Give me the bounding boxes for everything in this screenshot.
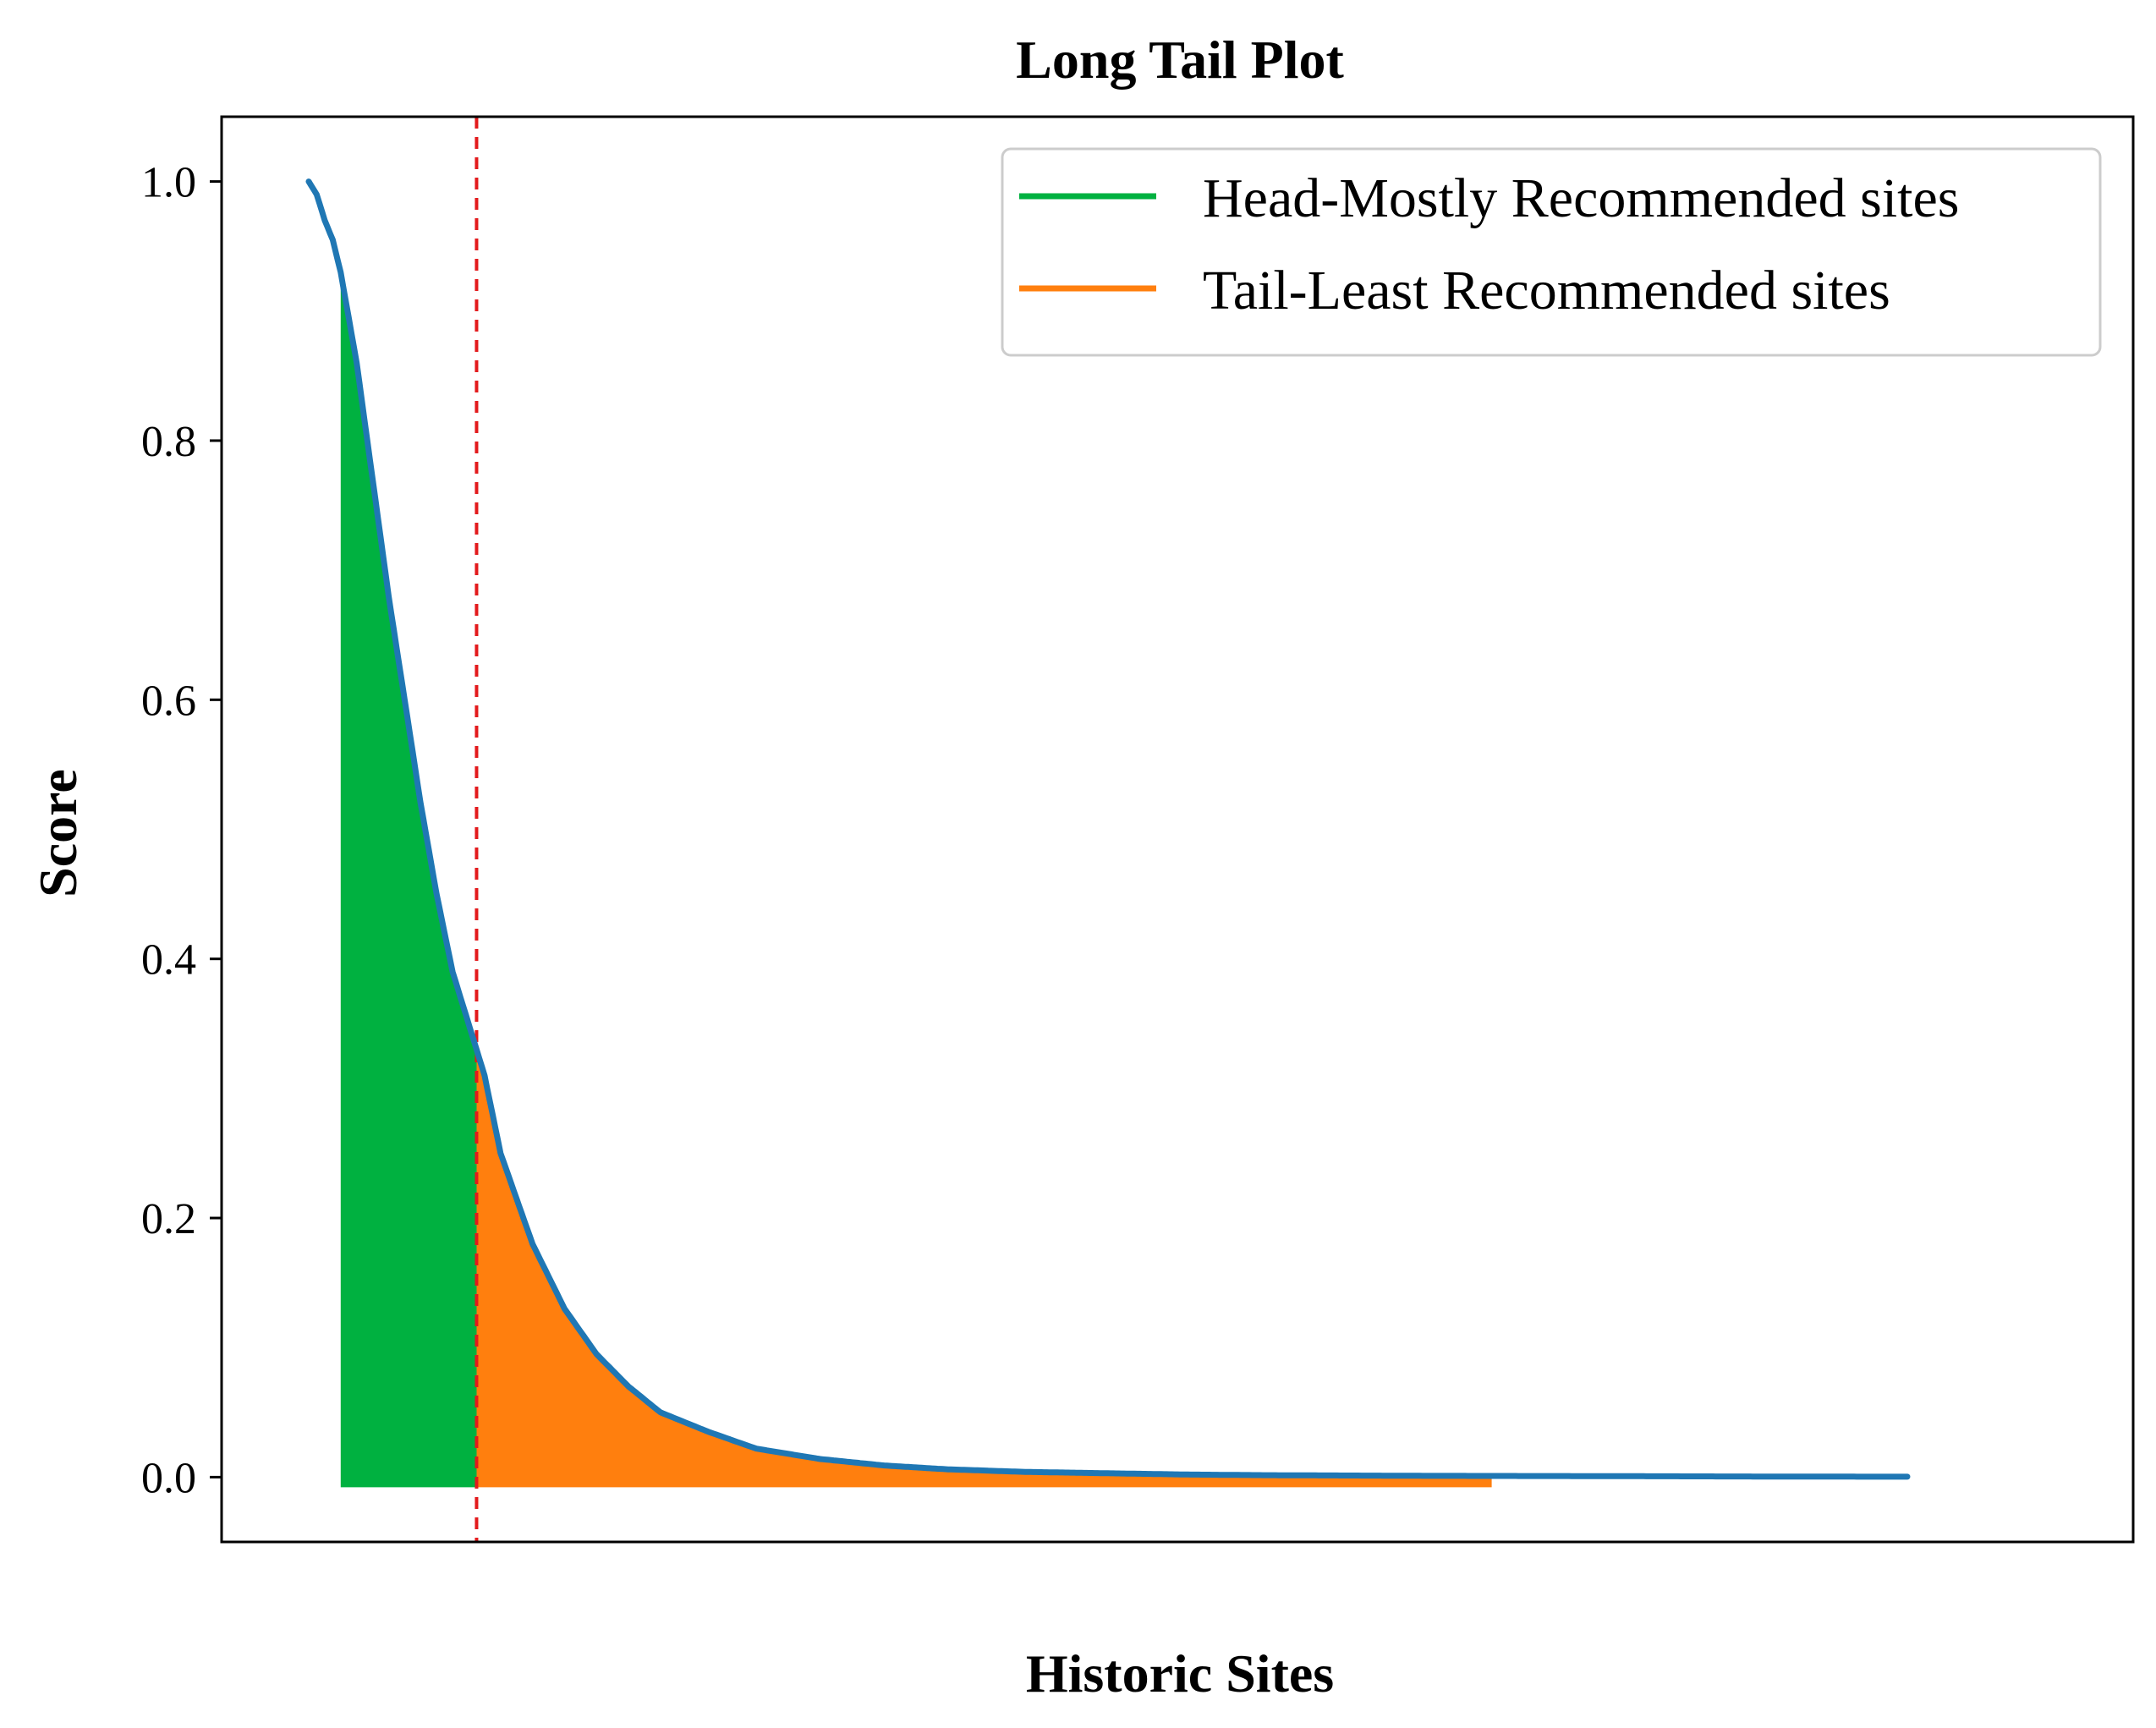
area-tail — [476, 1049, 1492, 1488]
score-curve — [305, 178, 1911, 1480]
area-head — [340, 272, 477, 1488]
y-axis-ticks: 0.0 0.2 0.4 0.6 0.8 1.0 — [141, 159, 222, 1502]
legend-label-head: Head-Mostly Recommended sites — [1203, 167, 1959, 229]
y-tick-label: 0.8 — [141, 418, 196, 466]
y-tick-label: 0.4 — [141, 936, 196, 985]
y-tick-label: 0.6 — [141, 677, 196, 725]
y-tick-label: 0.0 — [141, 1454, 196, 1502]
y-axis-label: Score — [28, 769, 88, 897]
y-tick-label: 1.0 — [141, 159, 196, 207]
axes-frame — [220, 115, 2135, 1544]
legend-box — [1001, 147, 2102, 357]
legend-entry-tail: Tail-Least Recommended sites — [1019, 260, 1890, 321]
legend-label-tail: Tail-Least Recommended sites — [1203, 260, 1890, 321]
legend-entry-head: Head-Mostly Recommended sites — [1019, 167, 1959, 229]
y-tick-label: 0.2 — [141, 1195, 196, 1243]
chart-title: Long Tail Plot — [1016, 30, 1344, 90]
x-axis-label: Historic Sites — [1026, 1643, 1334, 1703]
legend: Head-Mostly Recommended sites Tail-Least… — [1001, 147, 2102, 357]
plot-area — [220, 115, 2135, 1544]
